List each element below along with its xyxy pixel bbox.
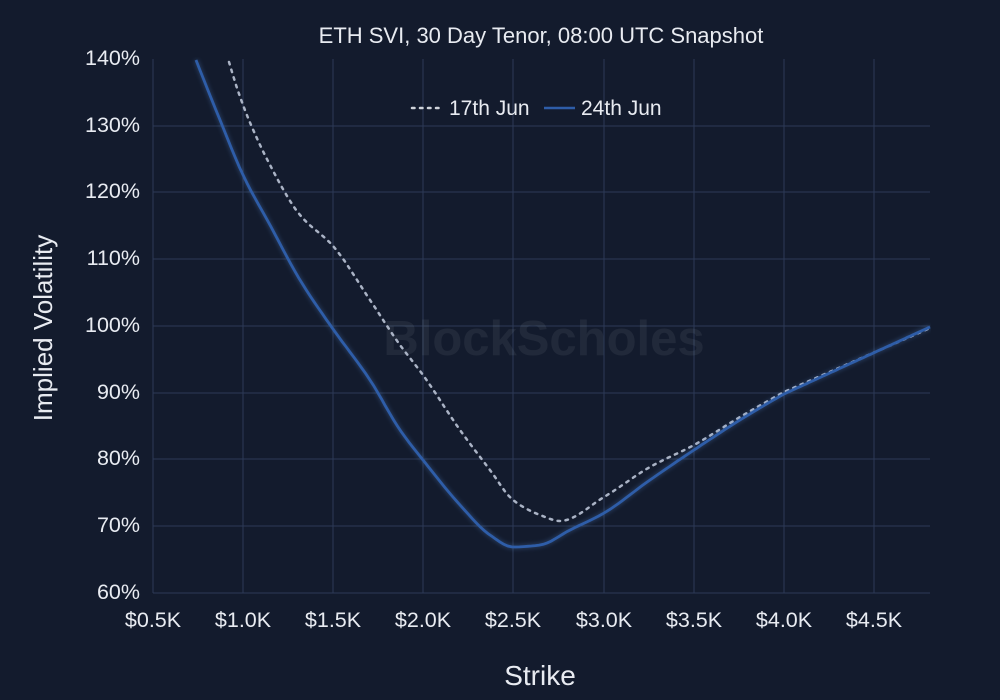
svg-text:140%: 140%	[85, 46, 140, 70]
svg-text:$3.0K: $3.0K	[576, 608, 633, 632]
svg-text:$2.0K: $2.0K	[395, 608, 452, 632]
svg-text:Strike: Strike	[504, 660, 576, 691]
svg-text:Implied Volatility: Implied Volatility	[28, 235, 58, 421]
svg-text:17th Jun: 17th Jun	[449, 97, 530, 120]
svg-text:$2.5K: $2.5K	[485, 608, 542, 632]
svg-text:100%: 100%	[85, 313, 140, 337]
svg-text:90%: 90%	[97, 380, 140, 404]
svg-text:$4.0K: $4.0K	[756, 608, 813, 632]
svg-text:$1.0K: $1.0K	[215, 608, 272, 632]
svg-text:ETH SVI, 30 Day Tenor, 08:00 U: ETH SVI, 30 Day Tenor, 08:00 UTC Snapsho…	[319, 23, 764, 48]
svg-text:$3.5K: $3.5K	[666, 608, 723, 632]
svg-text:130%: 130%	[85, 113, 140, 137]
svg-text:24th Jun: 24th Jun	[581, 97, 662, 120]
svg-text:120%: 120%	[85, 179, 140, 203]
svg-text:80%: 80%	[97, 446, 140, 470]
svg-text:70%: 70%	[97, 513, 140, 537]
svg-text:BlockScholes: BlockScholes	[383, 312, 704, 366]
svg-text:60%: 60%	[97, 580, 140, 604]
svg-text:$1.5K: $1.5K	[305, 608, 362, 632]
svg-text:110%: 110%	[87, 246, 140, 270]
svg-text:$4.5K: $4.5K	[846, 608, 903, 632]
svg-text:$0.5K: $0.5K	[125, 608, 182, 632]
